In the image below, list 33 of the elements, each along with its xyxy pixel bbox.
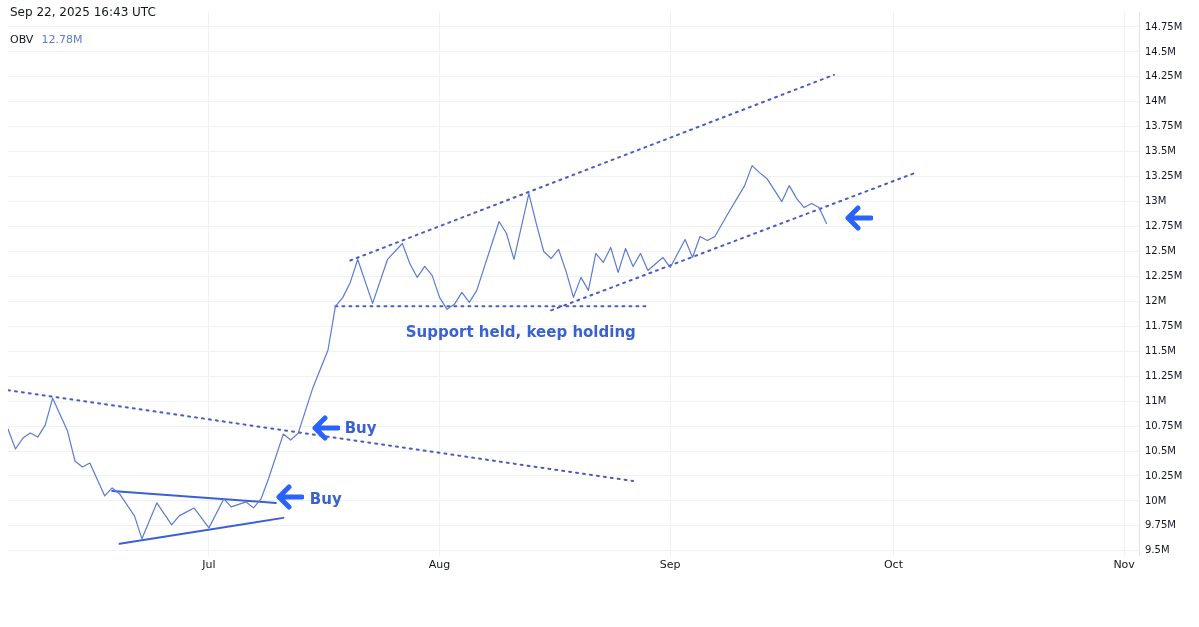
x-tick-label: Sep	[659, 558, 681, 572]
y-tick-label: 10.75M	[1145, 419, 1183, 431]
x-tick-label: Aug	[428, 558, 451, 572]
y-tick-label: 11.5M	[1145, 344, 1176, 356]
annotation: 12.78M	[41, 32, 83, 46]
y-tick-label: 12.75M	[1145, 220, 1183, 232]
y-tick-label: 14.75M	[1145, 20, 1183, 32]
y-tick-label: 9.5M	[1145, 544, 1170, 556]
x-tick-label: Nov	[1113, 558, 1136, 572]
y-tick-label: 14.5M	[1145, 45, 1176, 57]
annotation: Buy	[344, 418, 377, 437]
text: OBV	[10, 32, 34, 46]
chart-title: Sep 22, 2025 16:43 UTC	[10, 5, 156, 20]
y-tick-label: 12M	[1145, 294, 1167, 306]
y-tick-label: 13.75M	[1145, 120, 1183, 132]
y-tick-label: 14.25M	[1145, 70, 1183, 82]
y-tick-label: 11.25M	[1145, 369, 1183, 381]
y-tick-label: 9.75M	[1145, 519, 1176, 531]
y-tick-label: 13.5M	[1145, 145, 1176, 157]
y-tick-label: 11.75M	[1145, 319, 1183, 331]
y-tick-label: 11M	[1145, 394, 1167, 406]
annotation: Buy	[309, 489, 342, 508]
y-tick-label: 14M	[1145, 95, 1167, 107]
y-tick-label: 13.25M	[1145, 170, 1183, 182]
annotation: Support held, keep holding	[405, 323, 636, 342]
y-tick-label: 10M	[1145, 494, 1167, 506]
y-tick-label: 12.5M	[1145, 245, 1176, 257]
x-tick-label: Oct	[883, 558, 904, 572]
y-tick-label: 10.25M	[1145, 469, 1183, 481]
y-tick-label: 13M	[1145, 195, 1167, 207]
x-tick-label: Jul	[201, 558, 216, 572]
y-tick-label: 10.5M	[1145, 444, 1176, 456]
y-tick-label: 12.25M	[1145, 270, 1183, 282]
